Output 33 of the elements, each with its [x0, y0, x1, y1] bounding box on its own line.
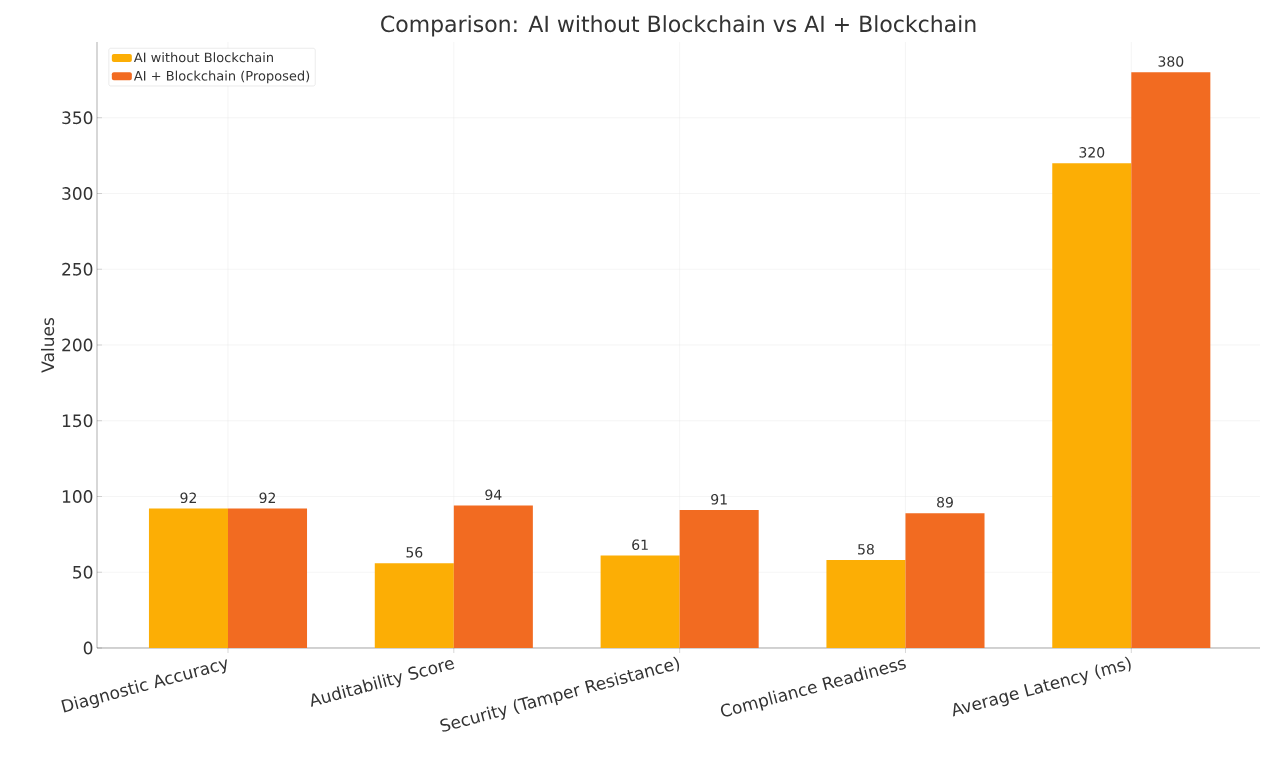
y-tick-label: 350: [62, 111, 93, 125]
bar: [374, 563, 454, 648]
y-tick-label: 0: [83, 641, 93, 655]
y-tick-label: 150: [62, 414, 93, 428]
y-tick-label: 200: [62, 338, 93, 352]
y-tick-label: 50: [73, 565, 93, 579]
bar: [453, 505, 533, 648]
data-label: 94: [485, 489, 502, 501]
data-label: 56: [406, 547, 423, 558]
data-label: 58: [858, 543, 874, 555]
data-label: 92: [180, 492, 196, 504]
legend-label: AI + Blockchain (Proposed): [133, 70, 310, 84]
legend-label: AI without Blockchain: [133, 52, 273, 63]
bar: [1052, 163, 1132, 648]
data-label: 91: [711, 493, 727, 505]
data-label: 92: [259, 492, 276, 504]
data-label: 61: [632, 539, 648, 551]
data-label: 89: [937, 497, 953, 508]
chart-title: Comparison: AI without Blockchain vs AI + Blockchain: [381, 15, 976, 37]
bar: [600, 555, 680, 648]
y-tick-label: 100: [62, 490, 93, 503]
bar: [679, 510, 759, 648]
bar: [826, 560, 906, 648]
y-tick-label: 300: [62, 187, 93, 200]
data-label: 380: [1158, 56, 1184, 67]
bar: [1131, 72, 1211, 648]
bar: [227, 508, 308, 648]
x-tick-label: Average Latency (ms): [953, 656, 1131, 717]
bar: [148, 508, 228, 648]
y-tick-label: 250: [62, 262, 93, 276]
y-axis-title: Values: [41, 318, 55, 373]
data-label: 320: [1079, 147, 1105, 158]
bar: [905, 513, 985, 648]
